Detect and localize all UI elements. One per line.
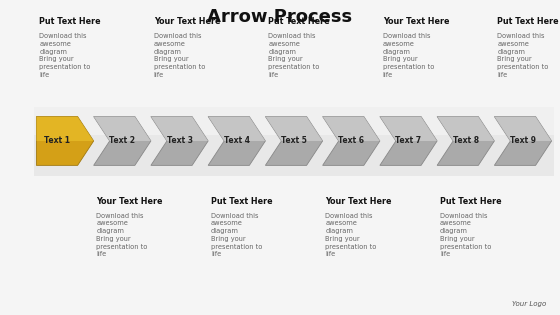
Text: Text 8: Text 8 <box>452 136 479 146</box>
Text: Text 3: Text 3 <box>166 136 193 146</box>
Text: Put Text Here: Put Text Here <box>39 17 101 26</box>
Text: Your Text Here: Your Text Here <box>96 197 163 206</box>
Polygon shape <box>380 117 437 165</box>
Text: Text 2: Text 2 <box>109 136 136 146</box>
Text: Put Text Here: Put Text Here <box>268 17 330 26</box>
Text: Your Text Here: Your Text Here <box>382 17 449 26</box>
Polygon shape <box>494 117 552 165</box>
Text: Text 4: Text 4 <box>224 136 250 146</box>
FancyBboxPatch shape <box>34 107 554 135</box>
Polygon shape <box>437 117 494 141</box>
Text: Download this
awesome
diagram
Bring your
presentation to
life: Download this awesome diagram Bring your… <box>153 33 205 78</box>
Text: Your Logo: Your Logo <box>512 301 546 307</box>
Text: Download this
awesome
diagram
Bring your
presentation to
life: Download this awesome diagram Bring your… <box>325 213 377 257</box>
Text: Your Text Here: Your Text Here <box>153 17 220 26</box>
Polygon shape <box>323 117 380 165</box>
Text: Download this
awesome
diagram
Bring your
presentation to
life: Download this awesome diagram Bring your… <box>96 213 148 257</box>
Text: Text 9: Text 9 <box>510 136 536 146</box>
FancyBboxPatch shape <box>34 107 554 176</box>
Polygon shape <box>437 117 494 165</box>
Polygon shape <box>265 117 323 165</box>
Text: Put Text Here: Put Text Here <box>497 17 559 26</box>
Text: Text 7: Text 7 <box>395 136 422 146</box>
Text: Download this
awesome
diagram
Bring your
presentation to
life: Download this awesome diagram Bring your… <box>497 33 549 78</box>
Text: Text 6: Text 6 <box>338 136 364 146</box>
Polygon shape <box>94 117 151 165</box>
Polygon shape <box>208 117 265 165</box>
Text: Your Text Here: Your Text Here <box>325 197 392 206</box>
Text: Download this
awesome
diagram
Bring your
presentation to
life: Download this awesome diagram Bring your… <box>39 33 91 78</box>
Polygon shape <box>494 117 552 141</box>
Text: Text 5: Text 5 <box>281 136 307 146</box>
Polygon shape <box>151 117 208 141</box>
Text: Download this
awesome
diagram
Bring your
presentation to
life: Download this awesome diagram Bring your… <box>440 213 491 257</box>
Polygon shape <box>265 117 323 141</box>
Polygon shape <box>94 117 151 141</box>
Polygon shape <box>380 117 437 141</box>
Text: Download this
awesome
diagram
Bring your
presentation to
life: Download this awesome diagram Bring your… <box>211 213 262 257</box>
Text: Put Text Here: Put Text Here <box>211 197 273 206</box>
Polygon shape <box>36 117 94 165</box>
Polygon shape <box>36 117 94 141</box>
Text: Arrow Process: Arrow Process <box>207 8 353 26</box>
Polygon shape <box>151 117 208 165</box>
Polygon shape <box>323 117 380 141</box>
Polygon shape <box>208 117 265 141</box>
Text: Put Text Here: Put Text Here <box>440 197 502 206</box>
Text: Text 1: Text 1 <box>44 136 70 146</box>
Text: Download this
awesome
diagram
Bring your
presentation to
life: Download this awesome diagram Bring your… <box>268 33 320 78</box>
Text: Download this
awesome
diagram
Bring your
presentation to
life: Download this awesome diagram Bring your… <box>382 33 434 78</box>
